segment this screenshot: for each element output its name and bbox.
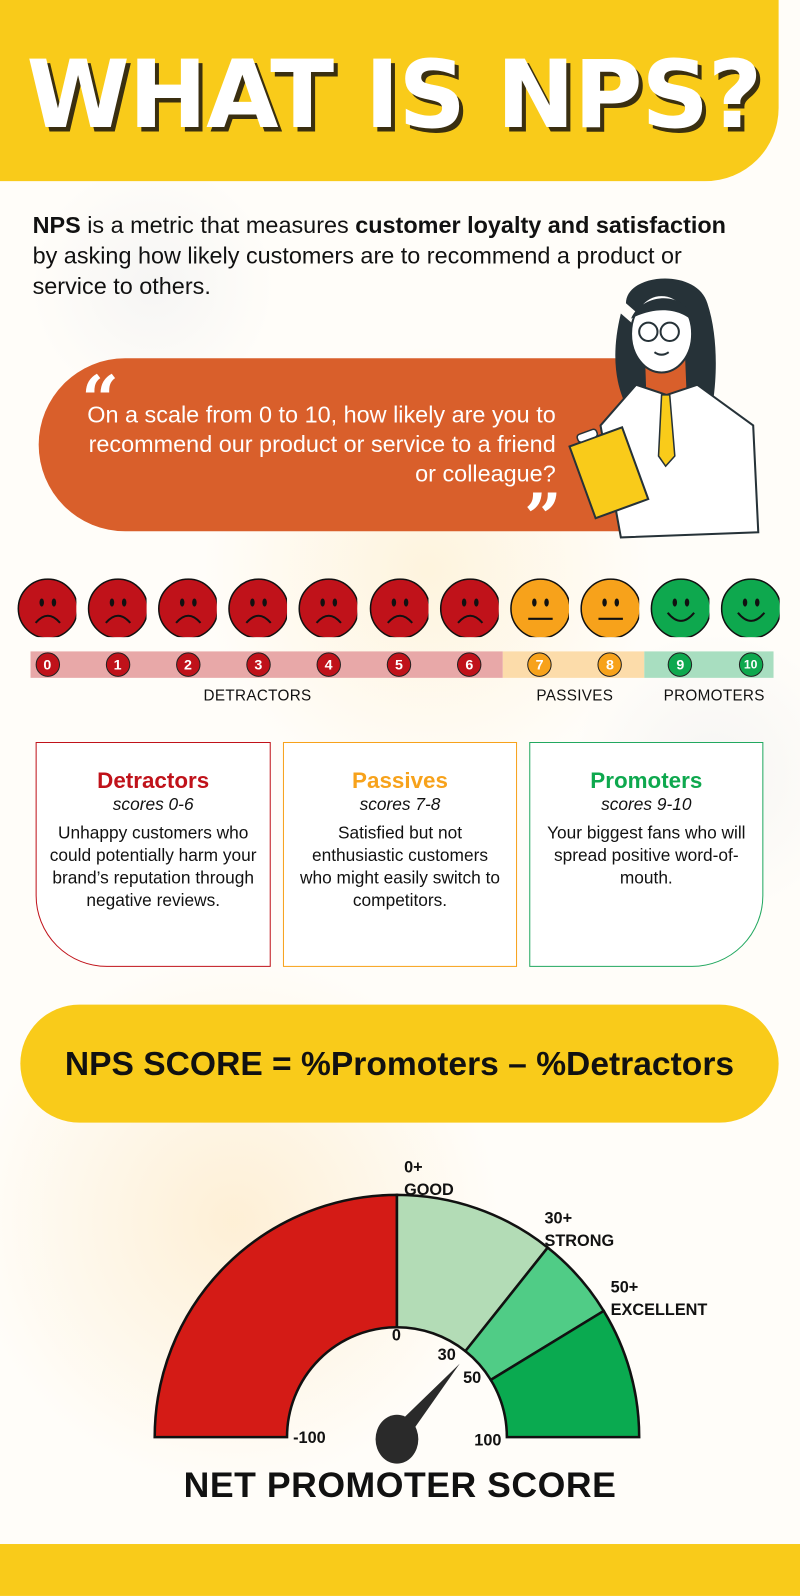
score-badge: 7	[527, 652, 552, 677]
score-badge: 10	[738, 652, 763, 677]
sad-face-icon	[439, 578, 499, 638]
card-description: Your biggest fans who will spread positi…	[547, 823, 746, 888]
sad-face-icon	[228, 578, 288, 638]
gauge-title: NET PROMOTER SCORE	[183, 1465, 617, 1506]
neutral-face-icon	[580, 578, 639, 638]
gauge-tick-label: 50	[463, 1369, 481, 1387]
score-badge: 2	[175, 652, 201, 677]
sad-face-icon	[369, 578, 428, 638]
card-title: Detractors	[97, 767, 210, 793]
nps-formula: NPS SCORE = %Promoters – %Detractors	[20, 1004, 779, 1123]
card-description: Satisfied but not enthusiastic customers…	[299, 823, 501, 910]
gauge-band-value: 0+	[404, 1159, 423, 1177]
passive-band	[502, 651, 645, 678]
gauge-tick-label: 30	[438, 1346, 456, 1364]
survey-question: On a scale from 0 to 10, how likely are …	[87, 401, 556, 487]
neutral-face-icon	[509, 578, 569, 638]
card-description: Unhappy customers who could potentially …	[49, 823, 257, 910]
gauge-band-label: GOOD	[404, 1181, 454, 1199]
gauge-band-value: 50+	[611, 1279, 639, 1297]
sad-face-icon	[87, 578, 147, 638]
footer-bar	[0, 1544, 800, 1596]
sad-face-icon	[298, 578, 358, 638]
happy-face-icon	[650, 578, 710, 638]
intro-paragraph: NPS is a metric that measures customer l…	[33, 210, 745, 302]
card-title: Passives	[352, 767, 448, 793]
score-badge: 8	[597, 652, 623, 677]
score-badge: 4	[316, 652, 341, 677]
promoters-label: PROMOTERS	[663, 687, 765, 705]
passives-label: PASSIVES	[536, 687, 614, 705]
close-quote-icon: ”	[524, 480, 562, 557]
score-badge: 5	[386, 652, 412, 677]
passives-card: Passives scores 7-8 Satisfied but not en…	[282, 741, 518, 967]
gauge-needle-hub	[375, 1414, 419, 1464]
promoters-card: Promoters scores 9-10 Your biggest fans …	[529, 741, 764, 967]
header-banner	[0, 0, 779, 182]
card-scores: scores 0-6	[112, 794, 194, 815]
intro-text-part: NPS	[32, 211, 81, 239]
gauge-band-label: EXCELLENT	[611, 1301, 708, 1319]
happy-face-icon	[720, 578, 780, 638]
intro-text-part: is a metric that measures	[80, 211, 356, 239]
gauge-band-value: 30+	[545, 1209, 573, 1227]
card-scores: scores 9-10	[601, 794, 692, 815]
gauge-tick-label: 0	[392, 1326, 401, 1344]
score-badge: 0	[35, 652, 60, 677]
detractors-card: Detractors scores 0-6 Unhappy customers …	[35, 741, 271, 967]
gauge-tick-label: 100	[474, 1431, 501, 1449]
nps-gauge: -100 0 30 50 100 0+ GOOD 30+ STRONG 50+ EXCELLENT	[153, 1159, 708, 1464]
sad-face-icon	[17, 578, 77, 638]
intro-text-part: by asking how likely customers are to re…	[32, 242, 682, 300]
gauge-tick-label: -100	[293, 1429, 326, 1447]
card-scores: scores 7-8	[359, 794, 441, 815]
intro-text-part: customer loyalty and satisfaction	[355, 211, 726, 239]
score-badge: 9	[668, 652, 693, 677]
score-badge: 3	[246, 652, 271, 677]
woman-with-clipboard-illustration	[568, 278, 760, 539]
score-badge: 6	[457, 652, 482, 677]
page-title: WHAT IS NPS?	[26, 40, 762, 150]
gauge-segment	[489, 1309, 641, 1439]
sad-face-icon	[158, 578, 217, 638]
open-quote-icon: “	[81, 362, 119, 439]
score-badge: 1	[105, 652, 130, 677]
card-title: Promoters	[590, 767, 703, 793]
detractors-label: DETRACTORS	[203, 687, 312, 705]
gauge-band-label: STRONG	[545, 1232, 615, 1250]
gauge-segment	[153, 1193, 399, 1439]
